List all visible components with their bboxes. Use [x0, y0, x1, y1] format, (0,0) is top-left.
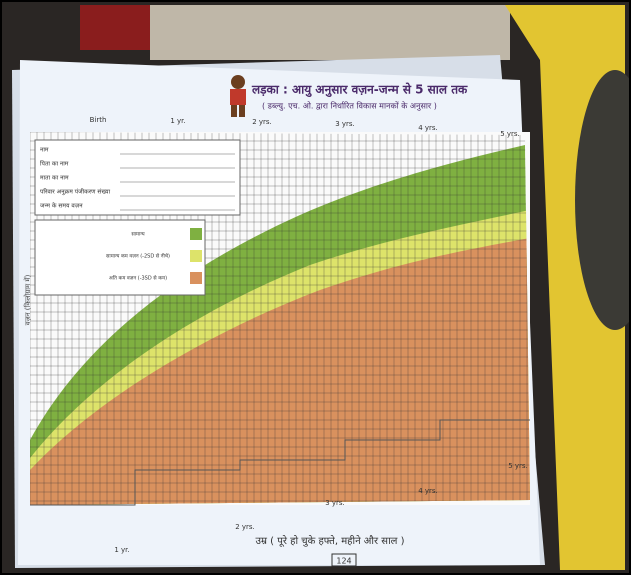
page-number-box	[331, 553, 357, 567]
legend-label: सामान्य	[131, 232, 144, 238]
legend-swatch	[190, 272, 202, 284]
subtitle: ( डब्ल्यु. एच. ओ. द्वारा निर्धारित विकास…	[262, 101, 437, 112]
age-label: 3 yrs.	[335, 120, 355, 128]
legend-swatch	[190, 228, 202, 240]
age-label: 3 yrs.	[325, 499, 345, 507]
labels: Birth 1 yr. 2 yrs. 3 yrs. 4 yrs. 5 yrs. 1 yr. 2…	[40, 116, 528, 554]
age-label: 5 yrs.	[508, 462, 528, 470]
legend-swatch	[190, 250, 202, 262]
step-line	[30, 419, 530, 506]
age-label: 5 yrs.	[500, 130, 520, 138]
age-label: 1 yr.	[170, 117, 185, 125]
form-box	[34, 139, 241, 216]
age-label: 2 yrs.	[235, 523, 255, 531]
age-label: 2 yrs.	[252, 118, 272, 126]
legend-label: सामान्य कम वज़न (-2SD से नीचे)	[106, 253, 170, 260]
form-field: नाम	[40, 147, 49, 154]
form-field: परिवार अनुक्रम पंजीकरण संख्या	[40, 188, 110, 196]
age-label: 1 yr.	[114, 546, 129, 554]
page-number: 124	[336, 557, 351, 566]
y-axis-label: वज़न (किलोग्राम में)	[23, 274, 32, 325]
title: लड़का : आयु अनुसार वज़न-जन्म से 5 साल तक	[251, 83, 468, 98]
age-label: Birth	[90, 116, 107, 124]
legend-box	[34, 219, 206, 296]
x-axis-label: उम्र ( पूरे हो चुके हफ्ते, महीने और साल …	[255, 535, 404, 547]
child-figure	[230, 75, 246, 117]
age-label: 4 yrs.	[418, 487, 438, 495]
form-field: पिता का नाम	[40, 160, 69, 168]
table-cloth	[150, 5, 510, 60]
bowl	[575, 70, 631, 330]
age-label: 4 yrs.	[418, 124, 438, 132]
form-field: जन्म के समय वज़न	[40, 202, 83, 210]
legend-label: अति कम वज़न (-3SD से कम)	[109, 275, 167, 282]
form-field: माता का नाम	[40, 175, 69, 182]
